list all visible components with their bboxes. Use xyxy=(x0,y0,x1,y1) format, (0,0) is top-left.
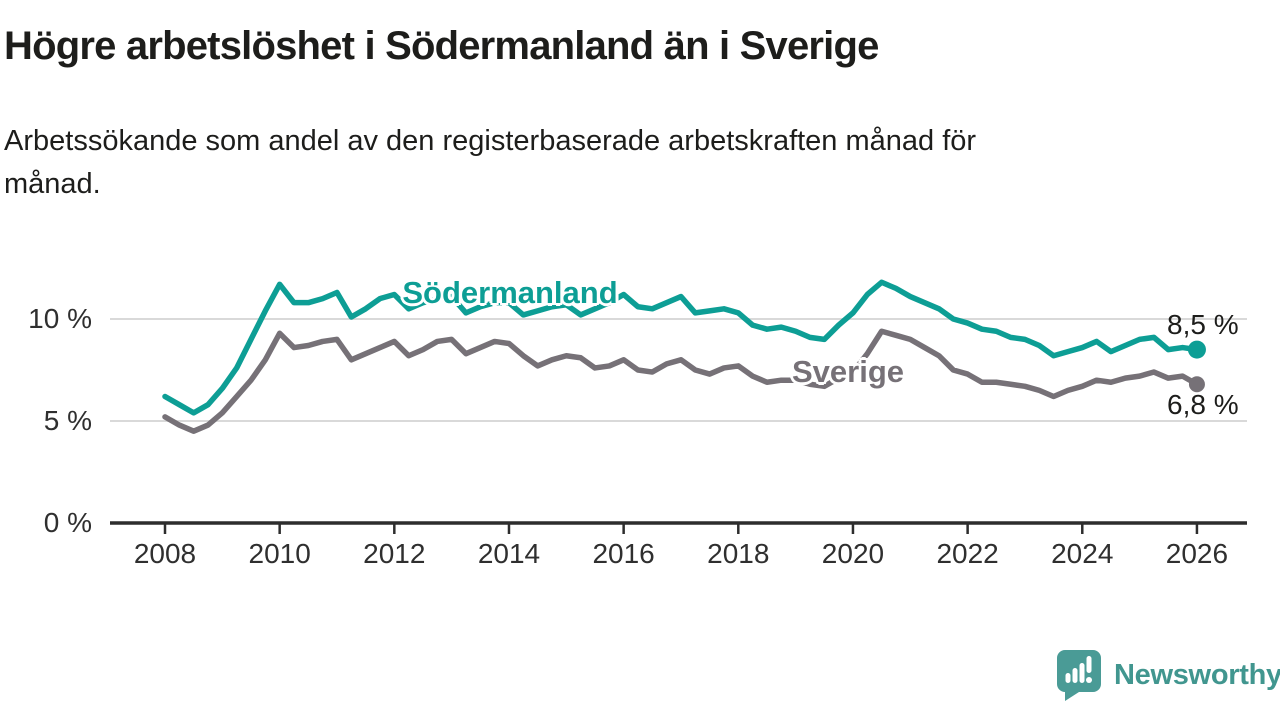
end-dot-sverige xyxy=(1188,376,1205,393)
x-axis-label-2018: 2018 xyxy=(707,538,770,569)
x-axis-label-2010: 2010 xyxy=(248,538,311,569)
x-axis-label-2022: 2022 xyxy=(936,538,999,569)
newsworthy-logo[interactable]: Newsworthy xyxy=(1056,649,1280,701)
end-value-label-sverige: 6,8 % xyxy=(1167,389,1239,420)
series-label-sverige: Sverige xyxy=(791,354,905,389)
end-dot-södermanland xyxy=(1187,340,1206,359)
x-axis-label-2014: 2014 xyxy=(477,538,541,569)
series-label-sodermanland: Södermanland xyxy=(402,275,618,310)
chart-subtitle-line1: Arbetssökande som andel av den registerb… xyxy=(4,125,977,157)
y-axis-label-10: 10 % xyxy=(28,303,92,334)
newsworthy-bubble-icon xyxy=(1057,650,1101,701)
x-axis-label-2012: 2012 xyxy=(363,538,426,569)
x-axis-label-2026: 2026 xyxy=(1165,538,1229,569)
chart-subtitle: Arbetssökande som andel av den registerb… xyxy=(4,120,976,206)
y-axis-label-0: 0 % xyxy=(43,507,92,538)
line-sverige xyxy=(162,328,1200,434)
line-södermanland xyxy=(162,279,1200,416)
end-value-label-sodermanland: 8,5 % xyxy=(1167,309,1239,340)
x-axis-label-2008: 2008 xyxy=(133,538,197,569)
chart-title: Högre arbetslöshet i Södermanland än i S… xyxy=(4,24,879,68)
chart-subtitle-line2: månad. xyxy=(4,168,101,200)
x-axis-label-2016: 2016 xyxy=(592,538,655,569)
x-axis-label-2020: 2020 xyxy=(821,538,885,569)
x-axis-label-2024: 2024 xyxy=(1051,538,1114,569)
newsworthy-brand-text: Newsworthy xyxy=(1114,658,1280,691)
y-axis-label-5: 5 % xyxy=(43,405,92,436)
